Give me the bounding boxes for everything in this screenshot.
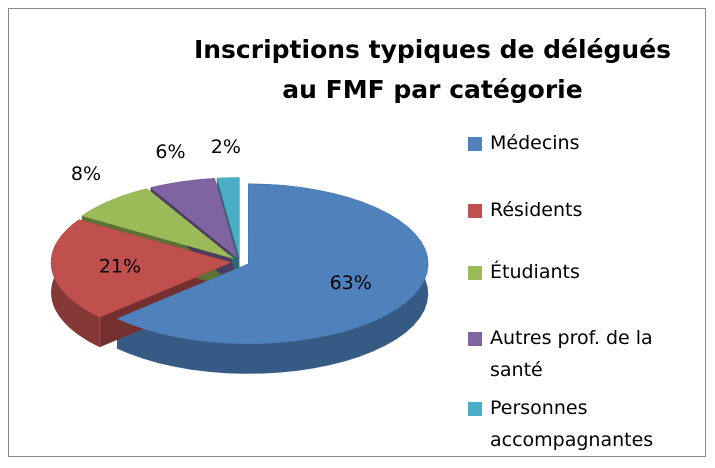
legend-swatch [468,204,482,218]
data-label: 2% [211,136,241,158]
data-label: 21% [99,256,141,278]
slice-side [117,183,429,374]
legend-label: Médecins [490,132,580,154]
legend-label: Résidents [490,199,583,221]
data-label: 63% [330,272,372,294]
data-label: 6% [155,141,185,163]
slice [81,188,234,259]
legend-label: Autres prof. de la santé [490,327,653,381]
slice [216,177,240,258]
chart-frame [8,8,706,457]
legend-swatch [468,137,482,151]
legend-item: Résidents [468,194,698,226]
pie-tops [50,177,429,345]
chart-title: Inscriptions typiques de délégués au FMF… [193,35,672,104]
slice [116,183,429,345]
legend-swatch [468,332,482,346]
legend-item: Personnes accompagnantes [468,392,698,456]
legend-item: Médecins [468,127,698,159]
data-label: 8% [71,163,101,185]
slice [50,219,232,318]
legend-swatch [468,402,482,416]
legend-label: Étudiants [490,261,580,283]
slice [149,178,238,259]
legend-label: Personnes accompagnantes [490,397,654,451]
legend-swatch [468,266,482,280]
legend-item: Étudiants [468,256,698,288]
legend-item: Autres prof. de la santé [468,322,698,386]
